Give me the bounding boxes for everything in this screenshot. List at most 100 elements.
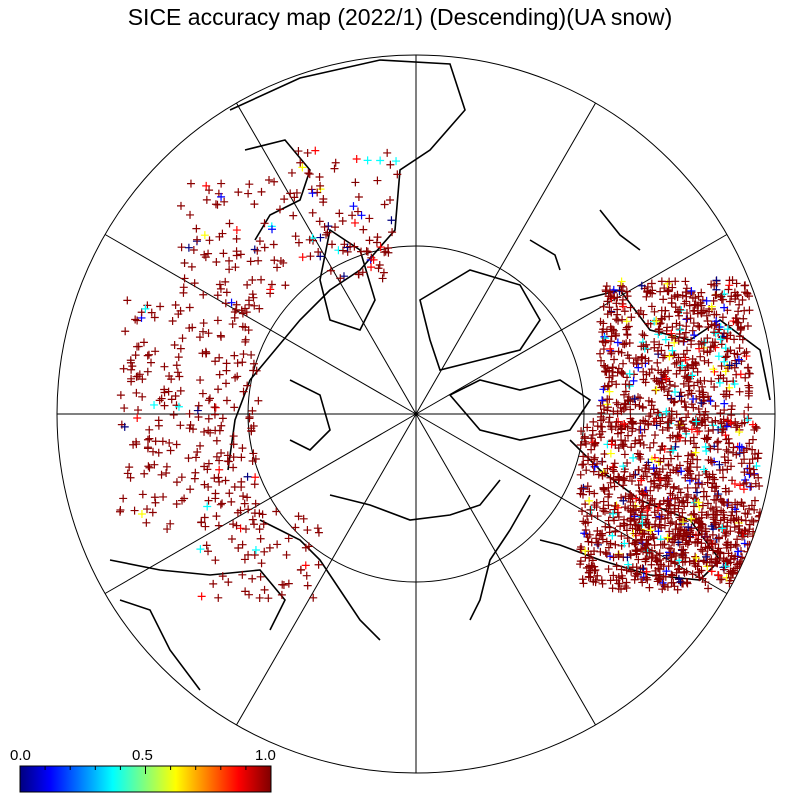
accuracy-marker bbox=[650, 431, 659, 440]
accuracy-marker bbox=[609, 571, 618, 580]
accuracy-marker bbox=[672, 568, 681, 577]
accuracy-marker bbox=[643, 575, 652, 584]
accuracy-marker bbox=[316, 181, 325, 190]
accuracy-marker bbox=[602, 537, 611, 546]
accuracy-marker bbox=[668, 322, 677, 331]
accuracy-marker bbox=[657, 306, 666, 315]
accuracy-marker bbox=[301, 561, 310, 570]
accuracy-marker bbox=[674, 336, 683, 345]
accuracy-marker bbox=[351, 178, 360, 187]
accuracy-marker bbox=[232, 226, 241, 235]
accuracy-marker bbox=[606, 449, 615, 458]
meridian-line bbox=[236, 102, 417, 415]
accuracy-marker bbox=[745, 520, 754, 529]
accuracy-marker bbox=[230, 351, 239, 360]
accuracy-marker bbox=[735, 442, 744, 451]
accuracy-marker bbox=[248, 276, 257, 285]
accuracy-marker bbox=[622, 339, 631, 348]
accuracy-marker bbox=[700, 356, 709, 365]
accuracy-marker bbox=[603, 395, 612, 404]
accuracy-marker bbox=[242, 308, 251, 317]
accuracy-marker bbox=[582, 466, 591, 475]
accuracy-marker bbox=[164, 387, 173, 396]
accuracy-marker bbox=[598, 457, 607, 466]
accuracy-marker bbox=[189, 425, 198, 434]
accuracy-marker bbox=[205, 186, 214, 195]
accuracy-marker bbox=[172, 500, 181, 509]
accuracy-marker bbox=[688, 371, 697, 380]
accuracy-marker bbox=[204, 459, 213, 468]
accuracy-marker bbox=[583, 482, 592, 491]
accuracy-marker bbox=[617, 565, 626, 574]
accuracy-marker bbox=[709, 473, 718, 482]
accuracy-marker bbox=[349, 202, 358, 211]
accuracy-marker bbox=[614, 400, 623, 409]
accuracy-marker bbox=[121, 327, 130, 336]
accuracy-marker bbox=[660, 385, 669, 394]
accuracy-marker bbox=[672, 551, 681, 560]
accuracy-marker bbox=[596, 547, 605, 556]
accuracy-marker bbox=[204, 414, 213, 423]
accuracy-marker bbox=[710, 310, 719, 319]
accuracy-marker bbox=[631, 540, 640, 549]
accuracy-marker bbox=[662, 326, 671, 335]
accuracy-marker bbox=[590, 453, 599, 462]
accuracy-marker bbox=[710, 475, 719, 484]
accuracy-marker bbox=[601, 469, 610, 478]
accuracy-marker bbox=[116, 391, 125, 400]
accuracy-marker bbox=[245, 413, 254, 422]
accuracy-marker bbox=[639, 367, 648, 376]
accuracy-marker bbox=[675, 425, 684, 434]
accuracy-marker bbox=[747, 482, 756, 491]
accuracy-marker bbox=[716, 371, 725, 380]
accuracy-marker bbox=[665, 352, 674, 361]
accuracy-marker bbox=[649, 405, 658, 414]
accuracy-marker bbox=[660, 351, 669, 360]
accuracy-marker bbox=[229, 440, 238, 449]
accuracy-marker bbox=[250, 200, 259, 209]
accuracy-marker bbox=[232, 234, 241, 243]
accuracy-marker bbox=[688, 354, 697, 363]
accuracy-marker bbox=[586, 573, 595, 582]
accuracy-marker bbox=[750, 425, 759, 434]
accuracy-marker bbox=[584, 456, 593, 465]
accuracy-marker bbox=[218, 499, 227, 508]
accuracy-marker bbox=[742, 562, 751, 571]
accuracy-marker bbox=[624, 560, 633, 569]
accuracy-marker bbox=[660, 540, 669, 549]
accuracy-marker bbox=[259, 520, 268, 529]
accuracy-marker bbox=[215, 353, 224, 362]
accuracy-marker bbox=[739, 314, 748, 323]
accuracy-marker bbox=[249, 293, 258, 302]
accuracy-marker bbox=[659, 295, 668, 304]
accuracy-marker bbox=[196, 545, 205, 554]
accuracy-marker bbox=[666, 500, 675, 509]
accuracy-marker bbox=[626, 551, 635, 560]
accuracy-marker bbox=[651, 386, 660, 395]
accuracy-marker bbox=[713, 558, 722, 567]
accuracy-marker bbox=[605, 490, 614, 499]
accuracy-marker bbox=[147, 308, 156, 317]
accuracy-marker bbox=[735, 481, 744, 490]
accuracy-marker bbox=[658, 425, 667, 434]
accuracy-marker bbox=[638, 535, 647, 544]
accuracy-marker bbox=[642, 340, 651, 349]
accuracy-marker bbox=[629, 453, 638, 462]
accuracy-marker bbox=[365, 236, 374, 245]
accuracy-marker bbox=[379, 268, 388, 277]
accuracy-marker bbox=[308, 208, 317, 217]
accuracy-marker bbox=[666, 549, 675, 558]
accuracy-marker bbox=[681, 277, 690, 286]
accuracy-marker bbox=[144, 350, 153, 359]
accuracy-marker bbox=[372, 238, 381, 247]
accuracy-marker bbox=[170, 340, 179, 349]
accuracy-marker bbox=[218, 414, 227, 423]
accuracy-marker bbox=[722, 387, 731, 396]
accuracy-marker bbox=[632, 536, 641, 545]
accuracy-marker bbox=[731, 564, 740, 573]
accuracy-marker bbox=[145, 463, 154, 472]
coastlines bbox=[109, 59, 771, 691]
accuracy-marker bbox=[631, 436, 640, 445]
accuracy-marker bbox=[669, 578, 678, 587]
accuracy-marker bbox=[694, 498, 703, 507]
